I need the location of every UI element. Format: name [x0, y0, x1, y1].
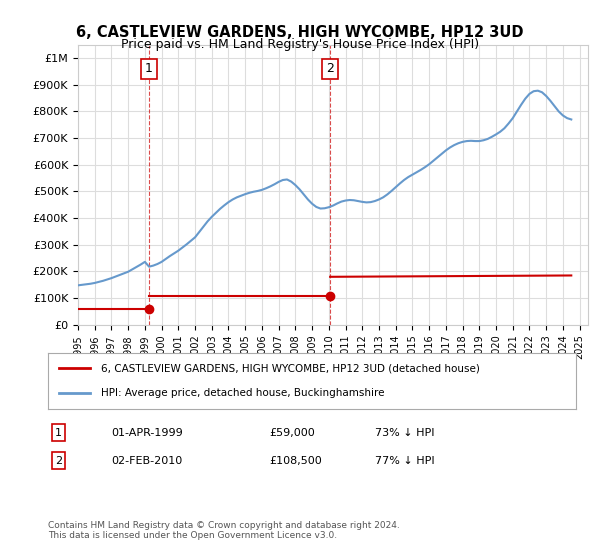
Text: 1: 1 — [55, 428, 62, 438]
Text: Price paid vs. HM Land Registry's House Price Index (HPI): Price paid vs. HM Land Registry's House … — [121, 38, 479, 51]
Text: HPI: Average price, detached house, Buckinghamshire: HPI: Average price, detached house, Buck… — [101, 388, 385, 398]
Text: 6, CASTLEVIEW GARDENS, HIGH WYCOMBE, HP12 3UD: 6, CASTLEVIEW GARDENS, HIGH WYCOMBE, HP1… — [76, 25, 524, 40]
Text: 02-FEB-2010: 02-FEB-2010 — [112, 456, 182, 465]
Text: £108,500: £108,500 — [270, 456, 323, 465]
Text: £59,000: £59,000 — [270, 428, 316, 438]
Text: 2: 2 — [326, 62, 334, 75]
Text: Contains HM Land Registry data © Crown copyright and database right 2024.
This d: Contains HM Land Registry data © Crown c… — [48, 521, 400, 540]
Text: 01-APR-1999: 01-APR-1999 — [112, 428, 183, 438]
Text: 1: 1 — [145, 62, 153, 75]
Text: 2: 2 — [55, 456, 62, 465]
Text: 6, CASTLEVIEW GARDENS, HIGH WYCOMBE, HP12 3UD (detached house): 6, CASTLEVIEW GARDENS, HIGH WYCOMBE, HP1… — [101, 363, 479, 374]
Text: 73% ↓ HPI: 73% ↓ HPI — [376, 428, 435, 438]
Text: 77% ↓ HPI: 77% ↓ HPI — [376, 456, 435, 465]
